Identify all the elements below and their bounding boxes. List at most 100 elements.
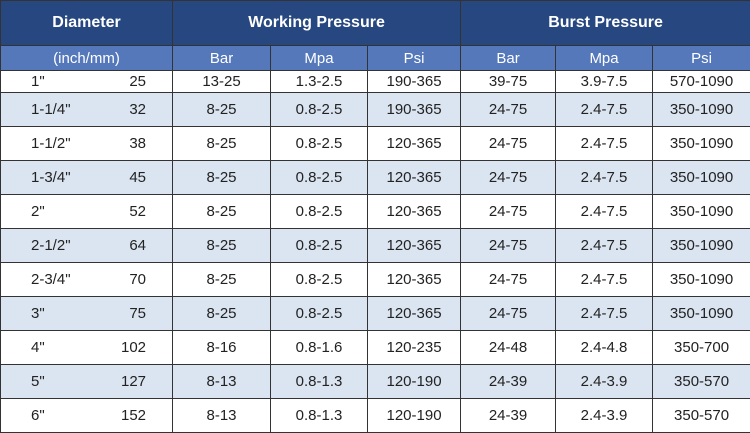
table-cell: 120-365 <box>368 127 461 161</box>
table-cell: 0.8-1.6 <box>271 331 368 365</box>
group-header: Diameter <box>1 1 173 46</box>
table-cell: 45 <box>94 161 173 195</box>
table-cell: 570-1090 <box>653 71 750 93</box>
table-cell: 6" <box>1 399 94 433</box>
sub-header: Psi <box>653 46 750 71</box>
table-cell: 3.9-7.5 <box>556 71 653 93</box>
table-cell: 24-75 <box>461 229 556 263</box>
sub-header: (inch/mm) <box>1 46 173 71</box>
table-cell: 8-16 <box>173 331 271 365</box>
table-cell: 120-235 <box>368 331 461 365</box>
table-cell: 0.8-2.5 <box>271 127 368 161</box>
group-header: Burst Pressure <box>461 1 750 46</box>
table-cell: 2.4-7.5 <box>556 127 653 161</box>
table-cell: 75 <box>94 297 173 331</box>
group-header-row: Diameter Working Pressure Burst Pressure <box>1 1 750 46</box>
table-cell: 32 <box>94 93 173 127</box>
table-cell: 127 <box>94 365 173 399</box>
table-cell: 13-25 <box>173 71 271 93</box>
table-cell: 8-25 <box>173 127 271 161</box>
table-cell: 0.8-1.3 <box>271 399 368 433</box>
table-cell: 24-75 <box>461 297 556 331</box>
table-cell: 4" <box>1 331 94 365</box>
table-cell: 0.8-2.5 <box>271 93 368 127</box>
table-cell: 3" <box>1 297 94 331</box>
table-cell: 120-365 <box>368 161 461 195</box>
table-cell: 120-365 <box>368 263 461 297</box>
table-cell: 350-1090 <box>653 161 750 195</box>
table-cell: 190-365 <box>368 71 461 93</box>
table-cell: 0.8-2.5 <box>271 161 368 195</box>
table-cell: 24-75 <box>461 195 556 229</box>
table-cell: 8-13 <box>173 399 271 433</box>
table-cell: 8-25 <box>173 93 271 127</box>
sub-header: Bar <box>173 46 271 71</box>
table-cell: 24-75 <box>461 93 556 127</box>
table-cell: 350-700 <box>653 331 750 365</box>
table-cell: 350-570 <box>653 365 750 399</box>
table-cell: 24-75 <box>461 263 556 297</box>
table-cell: 2-1/2" <box>1 229 94 263</box>
table-cell: 70 <box>94 263 173 297</box>
sub-header: Psi <box>368 46 461 71</box>
table-cell: 2.4-7.5 <box>556 229 653 263</box>
table-cell: 0.8-1.3 <box>271 365 368 399</box>
table-cell: 350-1090 <box>653 93 750 127</box>
table-cell: 0.8-2.5 <box>271 263 368 297</box>
table-cell: 24-48 <box>461 331 556 365</box>
table-cell: 350-1090 <box>653 229 750 263</box>
table-cell: 1-3/4" <box>1 161 94 195</box>
table-cell: 8-25 <box>173 229 271 263</box>
table-cell: 350-1090 <box>653 263 750 297</box>
sub-header: Mpa <box>556 46 653 71</box>
table-cell: 152 <box>94 399 173 433</box>
table-cell: 25 <box>94 71 173 93</box>
table-cell: 24-75 <box>461 127 556 161</box>
table-cell: 2.4-7.5 <box>556 263 653 297</box>
table-cell: 8-25 <box>173 195 271 229</box>
table-cell: 8-25 <box>173 263 271 297</box>
table-cell: 24-75 <box>461 161 556 195</box>
table-cell: 120-365 <box>368 297 461 331</box>
sub-header: Bar <box>461 46 556 71</box>
table-cell: 5" <box>1 365 94 399</box>
table-cell: 2.4-3.9 <box>556 399 653 433</box>
table-cell: 350-1090 <box>653 127 750 161</box>
table-cell: 120-190 <box>368 365 461 399</box>
table-cell: 2.4-3.9 <box>556 365 653 399</box>
table-cell: 2.4-7.5 <box>556 195 653 229</box>
table-cell: 2.4-7.5 <box>556 93 653 127</box>
table-cell: 8-25 <box>173 161 271 195</box>
table-cell: 1-1/2" <box>1 127 94 161</box>
table-cell: 52 <box>94 195 173 229</box>
table-cell: 120-365 <box>368 195 461 229</box>
table-cell: 0.8-2.5 <box>271 229 368 263</box>
table-cell: 24-39 <box>461 365 556 399</box>
table-cell: 39-75 <box>461 71 556 93</box>
table-cell: 64 <box>94 229 173 263</box>
table-cell: 120-365 <box>368 229 461 263</box>
table-cell: 102 <box>94 331 173 365</box>
table-cell: 38 <box>94 127 173 161</box>
table-cell: 0.8-2.5 <box>271 297 368 331</box>
table-cell: 8-25 <box>173 297 271 331</box>
table-cell: 2" <box>1 195 94 229</box>
table-cell: 24-39 <box>461 399 556 433</box>
table-cell: 350-570 <box>653 399 750 433</box>
table-cell: 190-365 <box>368 93 461 127</box>
table-cell: 2-3/4" <box>1 263 94 297</box>
sub-header-row: (inch/mm) Bar Mpa Psi Bar Mpa Psi <box>1 46 750 71</box>
table-cell: 1.3-2.5 <box>271 71 368 93</box>
table-cell: 8-13 <box>173 365 271 399</box>
